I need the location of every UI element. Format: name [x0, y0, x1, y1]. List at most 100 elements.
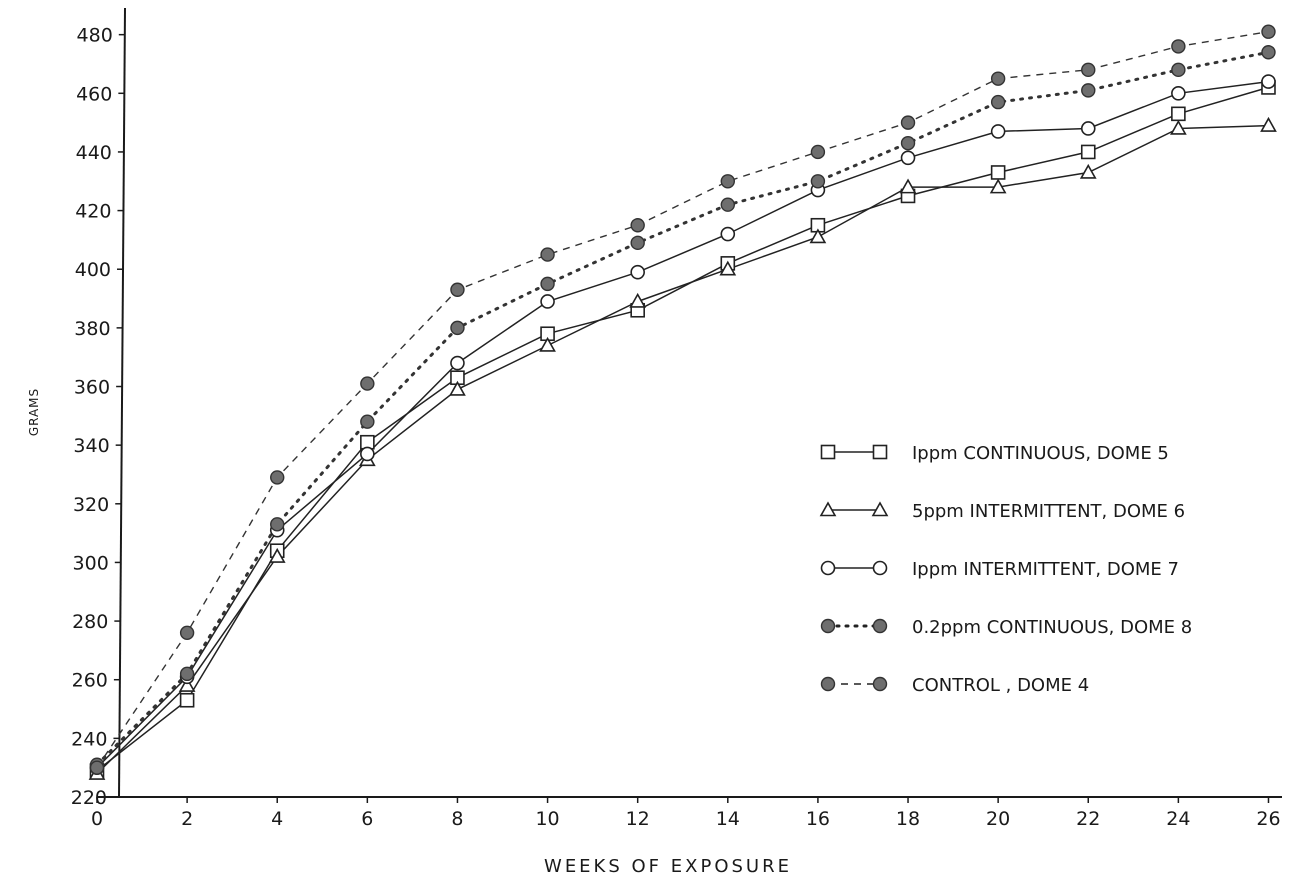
data-point-series-4: [990, 94, 1006, 110]
x-tick-label: 10: [535, 808, 559, 830]
data-point-series-2: [719, 260, 737, 276]
data-point-series-4: [1261, 45, 1276, 60]
data-point-series-2: [1260, 116, 1277, 132]
data-point-series-3: [1171, 86, 1186, 101]
data-point-series-3: [990, 124, 1006, 139]
data-point-series-3: [360, 446, 375, 462]
y-tick-label: 280: [72, 611, 108, 633]
legend-label-4: 0.2ppm CONTINUOUS, DOME 8: [912, 617, 1192, 638]
legend-label-3: Ippm INTERMITTENT, DOME 7: [912, 559, 1179, 580]
data-point-series-5: [360, 376, 375, 391]
data-point-series-4: [360, 414, 375, 429]
data-point-series-1: [990, 165, 1006, 180]
legend-marker-3: [820, 560, 836, 576]
x-tick-label: 16: [806, 808, 830, 830]
series-markers: [88, 24, 1277, 780]
data-point-series-3: [540, 294, 555, 309]
data-point-series-4: [900, 135, 916, 151]
data-point-series-3: [1261, 74, 1276, 89]
data-point-series-3: [630, 264, 645, 280]
data-point-series-4: [1081, 83, 1096, 98]
data-point-series-5: [720, 174, 735, 189]
data-point-series-5: [1081, 62, 1096, 78]
y-tick-label: 260: [72, 670, 108, 692]
series-lines: [95, 31, 1270, 775]
data-point-series-5: [450, 282, 465, 297]
legend-marker-3: [872, 560, 888, 576]
data-point-series-5: [990, 71, 1006, 86]
data-point-series-5: [810, 144, 826, 160]
legend-label-5: CONTROL , DOME 4: [912, 675, 1089, 696]
legend-marker-5: [820, 676, 836, 692]
data-point-series-2: [899, 178, 917, 194]
series-line-5: [96, 31, 1269, 769]
data-point-series-5: [630, 218, 645, 233]
y-tick-label: 480: [77, 25, 113, 47]
data-point-series-2: [989, 178, 1007, 194]
data-point-series-2: [1170, 119, 1187, 135]
data-point-series-3: [720, 226, 736, 242]
x-tick-label: 22: [1076, 808, 1100, 830]
y-tick-label: 300: [73, 552, 109, 574]
legend-label-2: 5ppm INTERMITTENT, DOME 6: [912, 501, 1185, 522]
y-tick-label: 400: [75, 259, 111, 281]
x-axis-title: WEEKS OF EXPOSURE: [544, 856, 792, 877]
data-point-series-2: [268, 547, 286, 563]
x-tick-label: 0: [91, 808, 103, 830]
legend-marker-2: [819, 501, 837, 517]
data-point-series-5: [540, 247, 555, 262]
data-point-series-3: [900, 150, 916, 166]
data-point-series-2: [539, 336, 556, 352]
y-tick-label: 360: [74, 377, 110, 399]
series-line-4: [95, 50, 1270, 767]
legend-label-1: Ippm CONTINUOUS, DOME 5: [912, 443, 1169, 464]
series-line-3: [96, 80, 1269, 769]
data-point-series-5: [89, 760, 105, 775]
y-tick-label: 380: [74, 318, 110, 340]
data-point-series-4: [270, 517, 285, 532]
y-axis-line: [118, 7, 126, 798]
data-point-series-4: [720, 197, 735, 212]
data-point-series-2: [449, 380, 466, 396]
legend-marker-4: [820, 618, 836, 634]
data-point-series-5: [179, 625, 195, 641]
data-point-series-1: [179, 692, 195, 708]
y-axis-title: GRAMS: [27, 388, 41, 436]
x-tick-label: 6: [361, 808, 373, 830]
legend-marker-1: [872, 444, 888, 460]
axes: 0 2 4 6 8 10 12 14 16 18 20 22 24 2622024026028030032…: [71, 7, 1282, 830]
data-point-series-5: [270, 470, 285, 485]
data-point-series-4: [540, 276, 555, 292]
legend-marker-5: [872, 676, 888, 692]
data-point-series-5: [1171, 39, 1186, 54]
data-point-series-4: [179, 666, 195, 682]
legend: Ippm CONTINUOUS, DOME 5 5ppm INTERMITTENT…: [819, 443, 1192, 696]
y-tick-label: 460: [76, 83, 112, 105]
legend-marker-2: [871, 501, 889, 517]
data-point-series-2: [178, 676, 196, 692]
y-tick-label: 240: [71, 728, 107, 750]
x-tick-label: 20: [986, 808, 1010, 830]
data-point-series-1: [1080, 144, 1096, 160]
data-point-series-4: [1171, 62, 1186, 78]
x-tick-label: 12: [626, 808, 650, 830]
y-tick-label: 420: [75, 201, 111, 223]
data-point-series-1: [1171, 106, 1186, 122]
x-tick-label: 4: [271, 808, 283, 830]
y-tick-label: 340: [73, 435, 109, 457]
x-tick-label: 2: [181, 808, 193, 830]
legend-marker-4: [872, 618, 888, 634]
data-point-series-2: [629, 292, 647, 308]
data-point-series-2: [809, 228, 827, 244]
series-line-1: [96, 86, 1269, 772]
y-tick-label: 440: [76, 142, 112, 164]
x-tick-label: 14: [716, 808, 740, 830]
data-point-series-5: [900, 115, 916, 130]
x-tick-label: 8: [451, 808, 463, 830]
series-line-2: [96, 124, 1269, 775]
x-tick-label: 24: [1166, 808, 1190, 830]
data-point-series-3: [450, 355, 465, 371]
legend-marker-1: [820, 444, 836, 460]
y-tick-label: 220: [71, 787, 107, 809]
